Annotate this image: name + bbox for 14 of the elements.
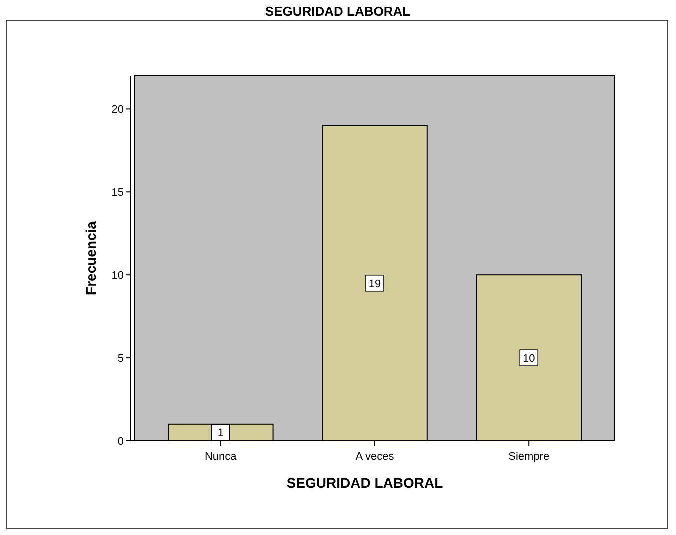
y-axis-title: Frecuencia: [83, 221, 99, 296]
x-tick-label: Siempre: [508, 451, 550, 463]
x-tick-label: A veces: [356, 451, 395, 463]
data-label: 1: [218, 428, 224, 440]
y-tick-label: 0: [118, 436, 124, 448]
x-axis-title: SEGURIDAD LABORAL: [286, 475, 444, 491]
x-tick-label: Nunca: [204, 451, 238, 463]
y-tick-label: 5: [118, 353, 124, 366]
y-tick-label: 20: [112, 104, 124, 116]
data-label: 19: [368, 278, 382, 290]
y-tick-label: 10: [112, 270, 124, 282]
y-tick-label: 15: [112, 187, 124, 200]
data-label: 10: [522, 353, 536, 366]
chart-title: SEGURIDAD LABORAL: [265, 4, 411, 19]
